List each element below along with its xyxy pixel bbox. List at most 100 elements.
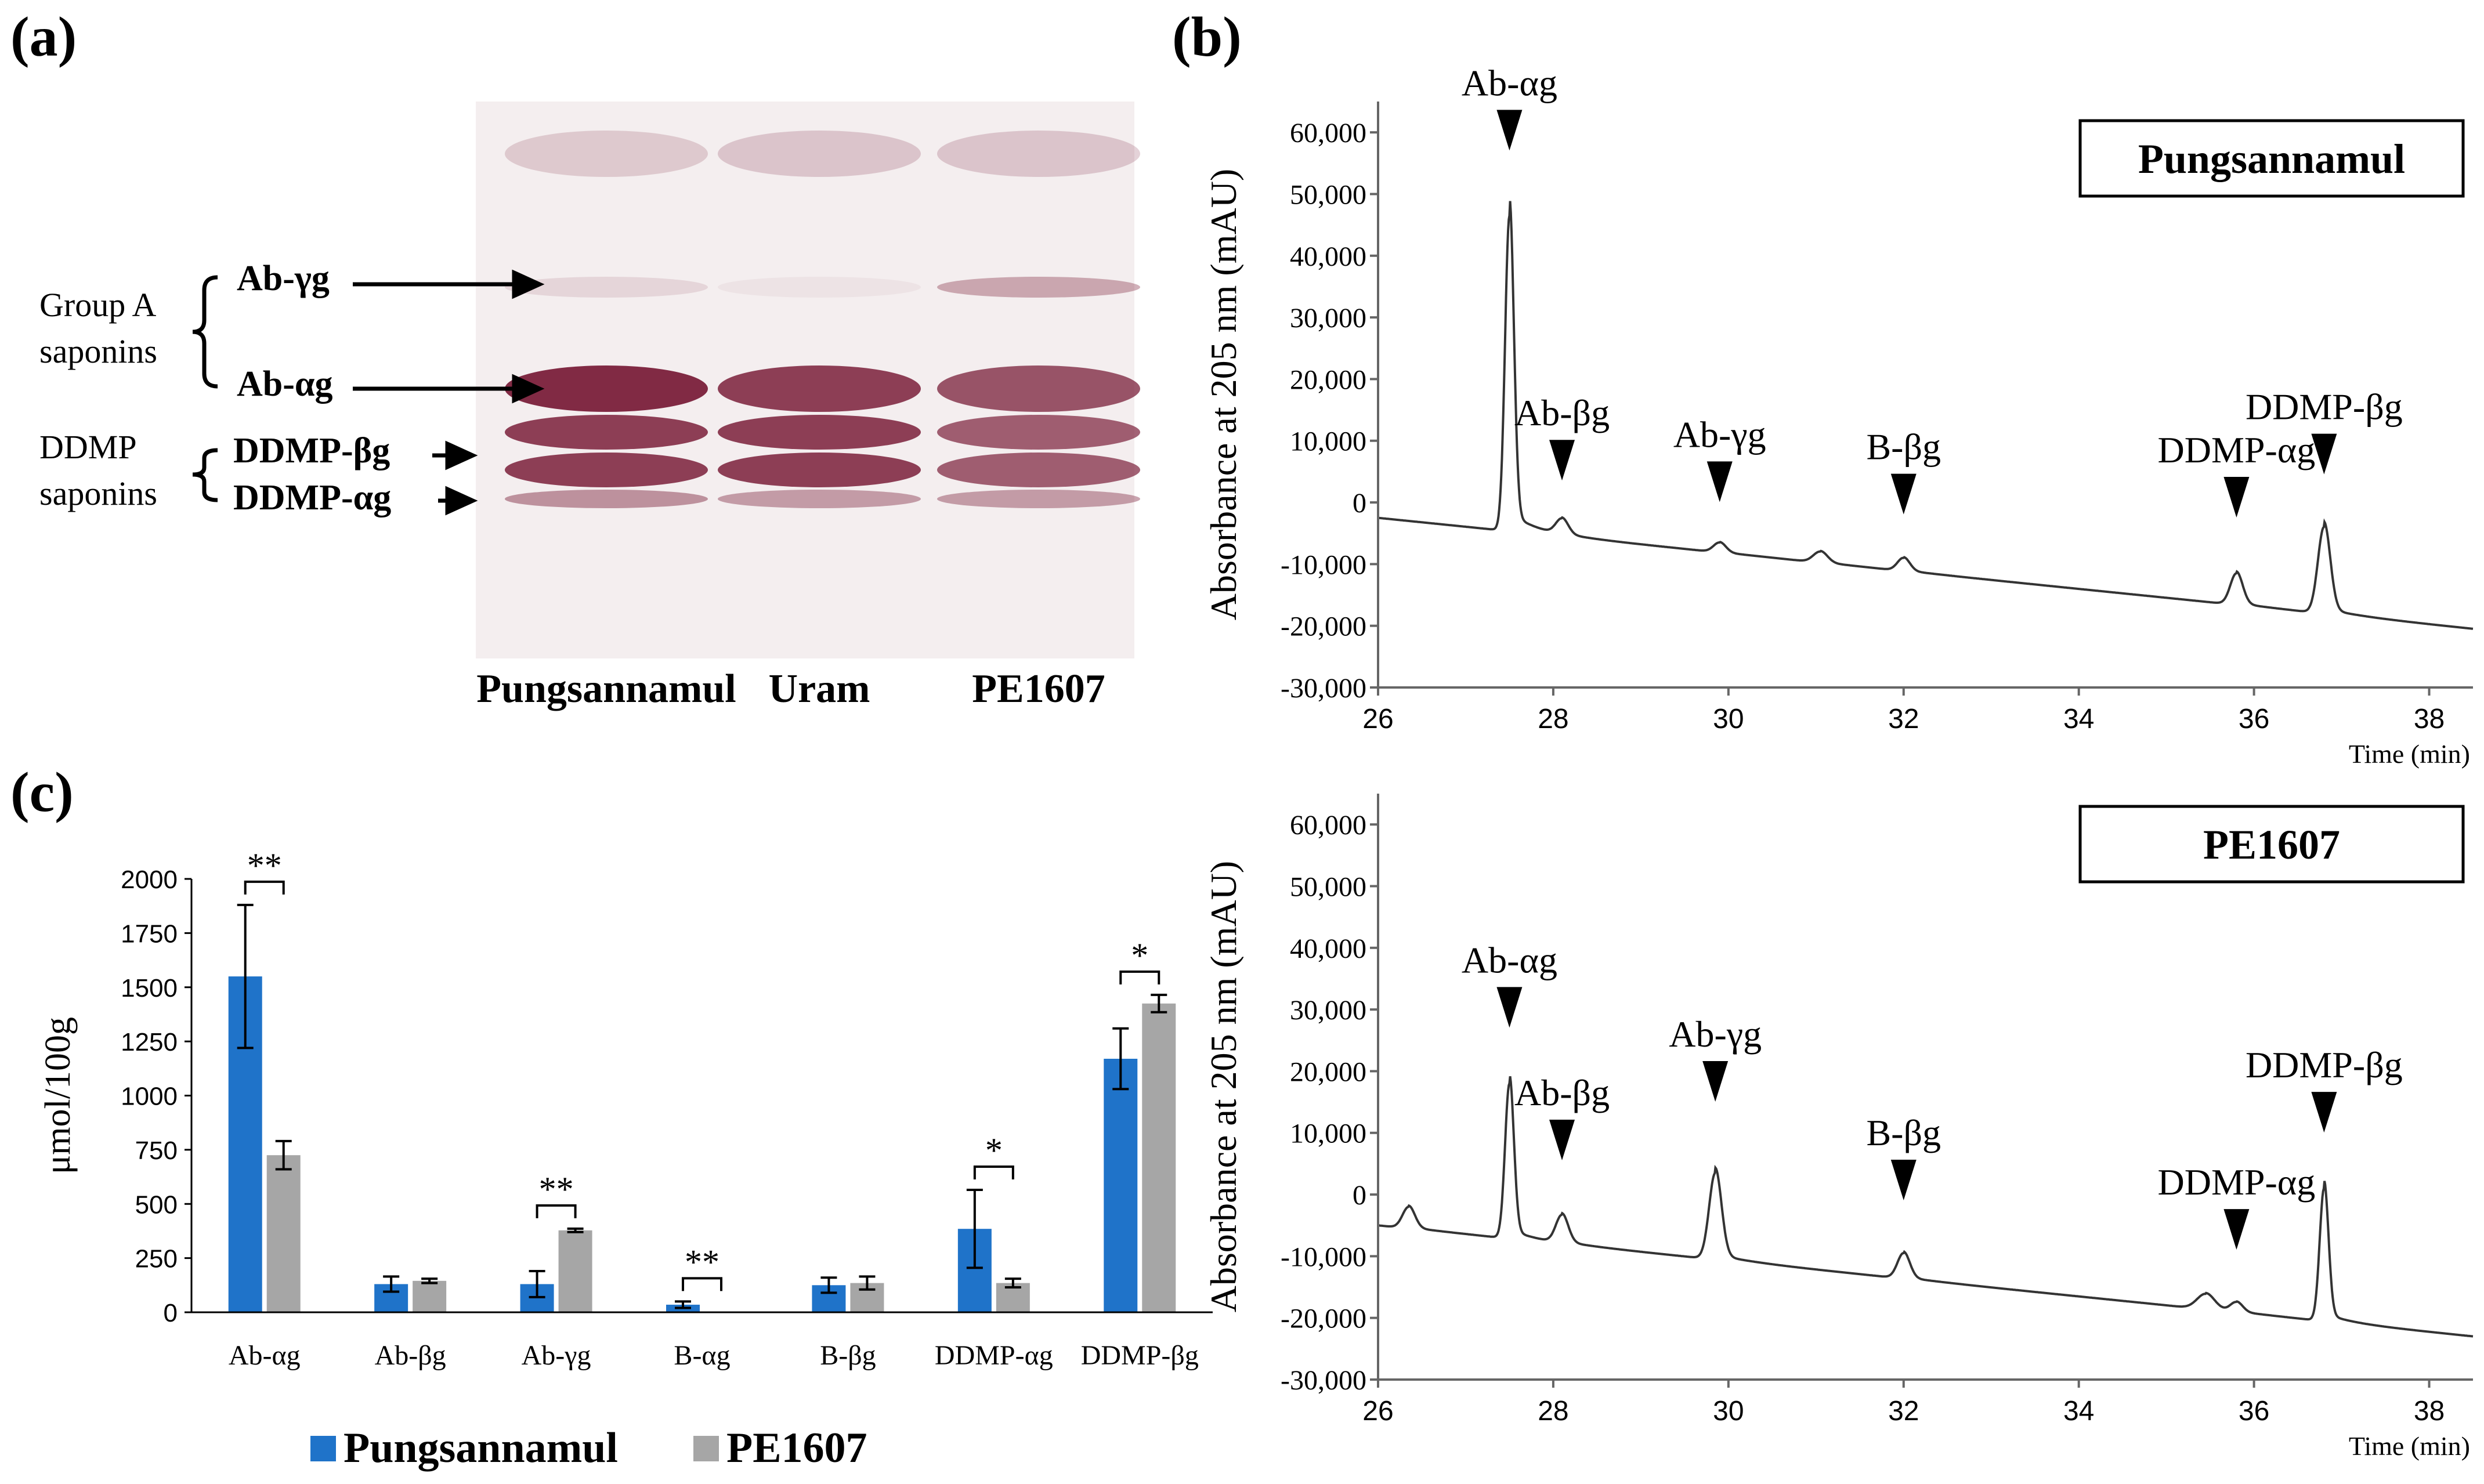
x-tick-labels: 26 28 30 32 34 36 38	[1362, 704, 2445, 734]
y-tick-label: 60,000	[1290, 810, 1366, 841]
panel-b: (b)	[1172, 6, 1242, 68]
gel-band	[718, 365, 921, 412]
y-tick-label: 30,000	[1290, 995, 1366, 1026]
y-tick-label: 1500	[121, 974, 178, 1002]
x-tick-label: 28	[1538, 704, 1568, 734]
y-tick-label: 0	[164, 1299, 178, 1327]
category-label: Ab-βg	[375, 1340, 446, 1371]
axis-ticks	[1370, 823, 2431, 1388]
gel-band	[505, 365, 708, 412]
gel-band	[505, 277, 708, 298]
gel-band	[937, 490, 1140, 508]
x-tick-label: 30	[1713, 704, 1744, 734]
y-tick-label: 10,000	[1290, 426, 1366, 457]
peak-arrow-marker	[2223, 1209, 2250, 1250]
axis-ticks	[1370, 131, 2431, 696]
arrow-ddmp-alpha-head	[445, 486, 478, 516]
band-arrows	[353, 269, 545, 516]
ddmp-group-label-line2: saponins	[39, 475, 157, 512]
peak-label: DDMP-βg	[2246, 386, 2403, 428]
peak-label: Ab-αg	[1462, 939, 1557, 980]
y-tick-label: 500	[135, 1190, 178, 1219]
panel-b-label: (b)	[1172, 6, 1242, 68]
y-tick-label: -10,000	[1281, 1242, 1366, 1272]
panel-c: (c)	[10, 761, 74, 824]
gel-band	[937, 415, 1140, 450]
y-tick-label: 750	[135, 1136, 178, 1165]
significance-star: **	[539, 1170, 574, 1208]
chromatogram-pe1607: 60,000 50,000 40,000 30,000 20,000 10,000 0 -10…	[1203, 794, 2474, 1461]
bar-chart-ticks	[185, 878, 191, 1313]
peak-label: Ab-βg	[1514, 392, 1610, 433]
y-tick-label: 10,000	[1290, 1119, 1366, 1149]
gel-bands	[505, 131, 1140, 508]
band-label-ab-alpha: Ab-αg	[237, 364, 333, 404]
peak-label: Ab-γg	[1673, 414, 1766, 455]
x-tick-label: 38	[2414, 1396, 2445, 1427]
panel-c-label: (c)	[10, 761, 74, 824]
panel-a: (a) Group A saponins DDMP saponins Ab-γg…	[10, 6, 1140, 711]
gel-band	[718, 415, 921, 450]
peak-arrow-marker	[1496, 987, 1523, 1028]
category-label: B-βg	[820, 1340, 876, 1371]
gel-band	[505, 131, 708, 177]
bar-chart: ******** Ab-αg Ab-βg Ab-γg B-αg B-βg DDMP-αg D…	[38, 846, 1213, 1371]
ddmp-brace	[192, 448, 218, 502]
x-tick-labels: 26 28 30 32 34 36 38	[1362, 1396, 2445, 1427]
y-tick-label: 40,000	[1290, 933, 1366, 964]
bar-pe1607	[413, 1280, 447, 1312]
significance-bracket	[1119, 970, 1160, 984]
chart-title-box	[2078, 119, 2465, 198]
gel-band	[937, 277, 1140, 298]
y-tick-label: 0	[1353, 488, 1366, 519]
group-a-label: Group A	[39, 286, 157, 324]
category-label: Ab-γg	[522, 1340, 591, 1371]
peak-label: Ab-γg	[1669, 1014, 1762, 1055]
gel-band	[937, 131, 1140, 177]
legend-swatch-pe1607	[693, 1436, 719, 1461]
significance-star: *	[1131, 936, 1148, 975]
y-tick-label: -20,000	[1281, 611, 1366, 642]
group-a-label-line2: saponins	[39, 332, 157, 370]
category-label: Ab-αg	[229, 1340, 301, 1371]
x-axis-title: Time (min)	[2349, 1431, 2470, 1461]
y-axis-title: Absorbance at 205 nm (mAU)	[1203, 861, 1244, 1312]
y-tick-label: 50,000	[1290, 871, 1366, 902]
peak-label: B-βg	[1866, 1112, 1941, 1153]
ddmp-group-label: DDMP	[39, 428, 137, 466]
x-tick-label: 34	[2063, 1396, 2094, 1427]
x-tick-label: 34	[2063, 704, 2094, 734]
chromatogram-pungsannamul: 60,000 50,000 40,000 30,000 20,000 10,000 0 -10…	[1203, 62, 2474, 769]
peak-arrow-marker	[1549, 440, 1575, 481]
category-labels: Ab-αg Ab-βg Ab-γg B-αg B-βg DDMP-αg DDMP-βg	[229, 1340, 1199, 1371]
legend-label-pe1607: PE1607	[726, 1424, 867, 1472]
peak-label: DDMP-αg	[2158, 429, 2316, 470]
error-bars	[237, 903, 1167, 1309]
gel-band	[718, 490, 921, 508]
lane-label-uram: Uram	[769, 667, 870, 711]
gel-band	[505, 415, 708, 450]
legend-label-pungsannamul: Pungsannamul	[344, 1424, 618, 1472]
y-tick-label: 50,000	[1290, 179, 1366, 210]
x-tick-label: 28	[1538, 1396, 1568, 1427]
gel-band	[505, 490, 708, 508]
group-a-brace	[192, 275, 218, 389]
arrow-ab-alpha-head	[512, 374, 545, 404]
y-tick-label: 20,000	[1290, 1056, 1366, 1087]
significance-bracket	[536, 1204, 577, 1218]
lane-label-pungsannamul: Pungsannamul	[476, 667, 736, 711]
legend-swatch-pungsannamul	[310, 1436, 336, 1461]
peak-label: DDMP-αg	[2158, 1161, 2316, 1203]
peak-arrow-marker	[1549, 1119, 1575, 1160]
x-axis-title: Time (min)	[2349, 739, 2470, 769]
peak-arrow-marker	[1702, 1060, 1729, 1102]
gel-band	[718, 277, 921, 298]
x-tick-label: 30	[1713, 1396, 1744, 1427]
band-label-ab-gamma: Ab-γg	[237, 259, 330, 298]
y-tick-label: 60,000	[1290, 118, 1366, 149]
x-tick-label: 32	[1888, 704, 1919, 734]
y-tick-label: -20,000	[1281, 1304, 1366, 1334]
chromatogram-trace	[1377, 1076, 2474, 1338]
